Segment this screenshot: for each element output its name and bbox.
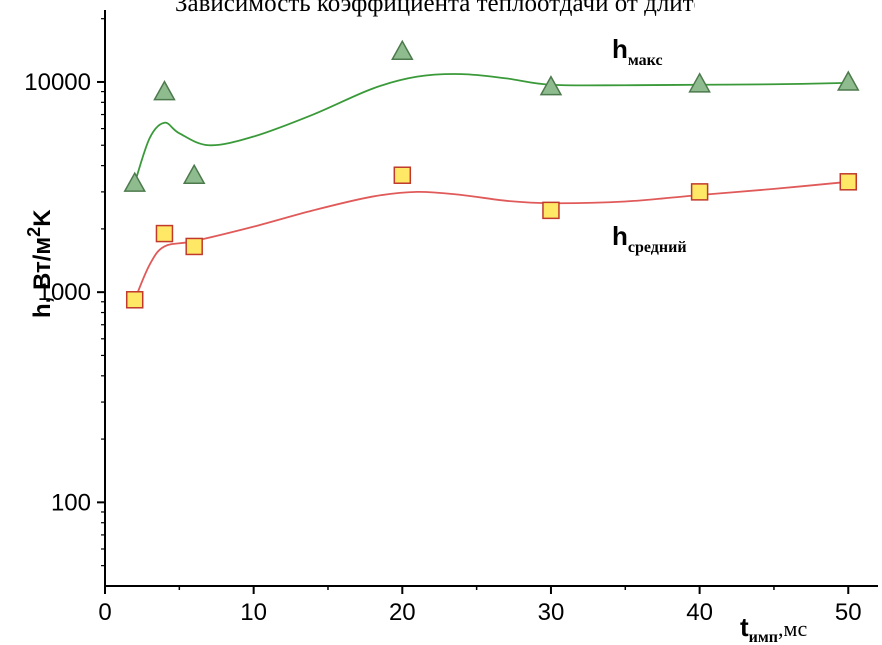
triangle-marker bbox=[123, 171, 147, 192]
axes bbox=[104, 10, 878, 587]
triangle-marker bbox=[182, 163, 206, 184]
series-label-havg-sub: средний bbox=[628, 239, 687, 256]
square-marker bbox=[839, 173, 858, 191]
triangle-marker bbox=[153, 80, 176, 101]
y-tick-label: 1000 bbox=[38, 279, 91, 306]
square-marker bbox=[125, 291, 144, 309]
series-label-hmax-main: h bbox=[612, 34, 628, 64]
page-top-text: Зависимость коэффициента теплоотдачи от … bbox=[175, 0, 695, 17]
triangle-marker bbox=[391, 39, 414, 61]
series-label-havg: hсредний bbox=[612, 221, 687, 256]
data-markers bbox=[123, 39, 860, 309]
x-axis-label-tail: ,мс bbox=[778, 616, 807, 641]
y-axis-label-sup: 2 bbox=[24, 227, 44, 237]
fit-curve-series-1 bbox=[133, 180, 849, 301]
triangle-marker bbox=[539, 75, 563, 96]
series-label-hmax: hмакс bbox=[612, 34, 663, 69]
square-marker bbox=[690, 183, 709, 201]
x-tick-label: 30 bbox=[538, 599, 565, 626]
y-axis-label-tail: K bbox=[29, 209, 56, 227]
x-tick-label: 50 bbox=[835, 599, 862, 626]
y-ticks: 100 1000 10000 bbox=[24, 18, 105, 567]
series-label-havg-main: h bbox=[612, 221, 628, 251]
x-axis-label-main: t bbox=[740, 612, 749, 642]
y-tick-label: 100 bbox=[51, 489, 91, 516]
series-label-hmax-sub: макс bbox=[628, 52, 663, 69]
square-marker bbox=[393, 166, 412, 184]
fit-curves bbox=[133, 73, 849, 301]
triangle-marker bbox=[836, 70, 860, 91]
y-axis-label: h, Вт/м2K bbox=[24, 209, 56, 318]
triangle-marker bbox=[688, 72, 711, 93]
x-tick-label: 10 bbox=[240, 599, 267, 626]
x-tick-label: 40 bbox=[686, 599, 713, 626]
y-tick-label: 10000 bbox=[24, 69, 91, 96]
x-axis-label-sub: имп bbox=[749, 629, 778, 645]
x-tick-label: 0 bbox=[98, 599, 111, 626]
square-marker bbox=[542, 201, 560, 220]
y-axis-label-main: h, Вт/м bbox=[29, 237, 56, 318]
square-marker bbox=[155, 224, 174, 243]
square-marker bbox=[185, 237, 203, 256]
x-ticks: 0 10 20 30 40 50 bbox=[98, 586, 862, 626]
fit-curve-series-0 bbox=[133, 73, 849, 184]
x-axis-label: tимп,мс bbox=[740, 612, 807, 645]
x-tick-label: 20 bbox=[389, 599, 416, 626]
